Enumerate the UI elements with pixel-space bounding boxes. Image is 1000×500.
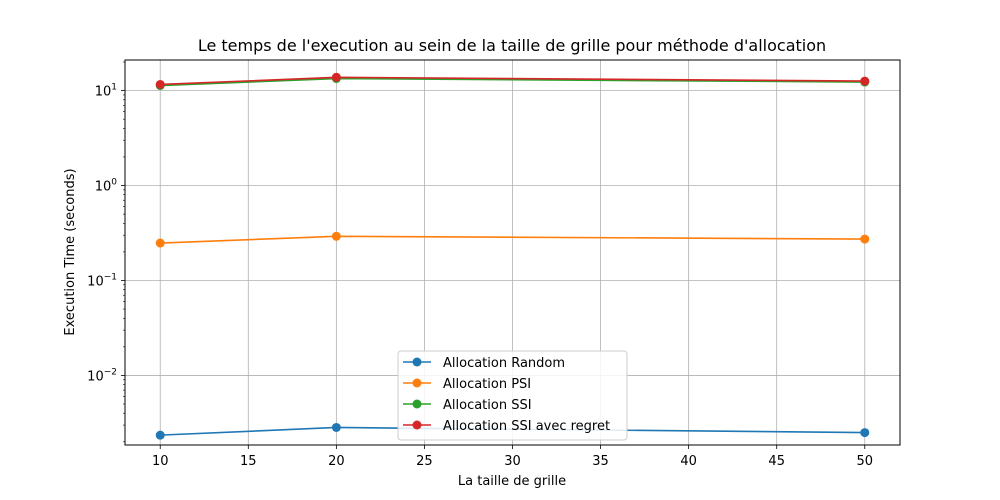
legend-label: Allocation PSI: [443, 377, 531, 392]
y-tick-label: 101: [95, 83, 117, 100]
y-tick-exponent: −2: [104, 367, 117, 377]
legend-marker: [412, 420, 422, 430]
legend-label: Allocation SSI avec regret: [443, 419, 610, 434]
data-point: [860, 428, 870, 438]
x-tick-label: 10: [152, 454, 169, 469]
legend-marker: [412, 399, 422, 409]
x-tick-label: 40: [680, 454, 697, 469]
y-tick-label: 10−1: [87, 272, 117, 289]
legend-box: [397, 350, 628, 441]
y-tick-base: 10: [87, 274, 104, 289]
chart-title: Le temps de l'execution au sein de la ta…: [198, 36, 826, 55]
y-tick-base: 10: [87, 369, 104, 384]
y-tick-exponent: 0: [111, 178, 117, 188]
legend-marker: [412, 357, 422, 367]
y-tick-label: 10−2: [87, 367, 117, 384]
y-axis-label: Execution Time (seconds): [63, 168, 78, 335]
data-point: [331, 72, 341, 82]
grid-lines: [125, 60, 900, 445]
series-layer: [155, 72, 870, 440]
legend-marker: [412, 378, 422, 388]
data-point: [331, 231, 341, 241]
data-point: [155, 238, 165, 248]
data-point: [155, 79, 165, 89]
x-axis-label: La taille de grille: [458, 474, 566, 489]
legend: Allocation Random Allocation PSI Allocatio…: [397, 350, 628, 441]
x-tick-label: 20: [328, 454, 345, 469]
y-tick-base: 10: [95, 85, 112, 100]
data-point: [860, 76, 870, 86]
x-tick-label: 50: [856, 454, 873, 469]
y-tick-exponent: −1: [104, 272, 117, 282]
y-tick-label: 100: [95, 178, 118, 195]
x-tick-label: 45: [768, 454, 785, 469]
data-point: [331, 422, 341, 432]
x-tick-label: 30: [504, 454, 521, 469]
x-tick-label: 15: [240, 454, 257, 469]
legend-label: Allocation SSI: [443, 398, 532, 413]
data-point: [155, 430, 165, 440]
data-point: [860, 234, 870, 244]
y-tick-exponent: 1: [111, 83, 117, 93]
legend-label: Allocation Random: [443, 356, 565, 371]
x-tick-label: 35: [592, 454, 609, 469]
y-tick-base: 10: [95, 180, 112, 195]
x-tick-label: 25: [416, 454, 433, 469]
